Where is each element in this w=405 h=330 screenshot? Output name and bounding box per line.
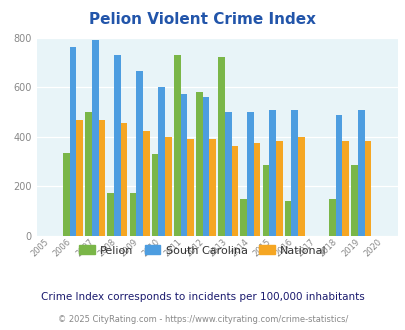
Bar (107, 193, 114, 236)
Bar (253, 143, 260, 236)
Bar (218, 56, 224, 236)
Bar (364, 141, 370, 236)
Bar (335, 115, 341, 236)
Bar (262, 165, 269, 236)
Text: Crime Index corresponds to incidents per 100,000 inhabitants: Crime Index corresponds to incidents per… (41, 292, 364, 302)
Bar (291, 110, 297, 236)
Bar (70, 47, 76, 236)
Bar (92, 41, 98, 236)
Bar (202, 97, 209, 236)
Bar (76, 120, 83, 236)
Bar (187, 139, 194, 236)
Bar (357, 110, 364, 236)
Bar (240, 199, 247, 236)
Bar (328, 199, 335, 236)
Bar (120, 123, 127, 236)
Bar (114, 55, 120, 236)
Bar (174, 55, 180, 236)
Bar (151, 154, 158, 236)
Bar (98, 120, 105, 236)
Text: Pelion Violent Crime Index: Pelion Violent Crime Index (89, 12, 316, 26)
Legend: Pelion, South Carolina, National: Pelion, South Carolina, National (75, 241, 330, 260)
Bar (129, 193, 136, 236)
Bar (63, 153, 70, 236)
Bar (158, 87, 165, 236)
Bar (231, 146, 238, 236)
Bar (165, 137, 171, 236)
Bar (136, 71, 143, 236)
Bar (143, 131, 149, 236)
Bar (209, 139, 215, 236)
Bar (224, 112, 231, 236)
Bar (247, 112, 253, 236)
Bar (341, 141, 348, 236)
Bar (297, 137, 304, 236)
Bar (275, 141, 282, 236)
Bar (180, 94, 187, 236)
Text: © 2025 CityRating.com - https://www.cityrating.com/crime-statistics/: © 2025 CityRating.com - https://www.city… (58, 315, 347, 324)
Bar (284, 201, 291, 236)
Bar (85, 112, 92, 236)
Bar (269, 110, 275, 236)
Bar (350, 165, 357, 236)
Bar (196, 92, 202, 236)
